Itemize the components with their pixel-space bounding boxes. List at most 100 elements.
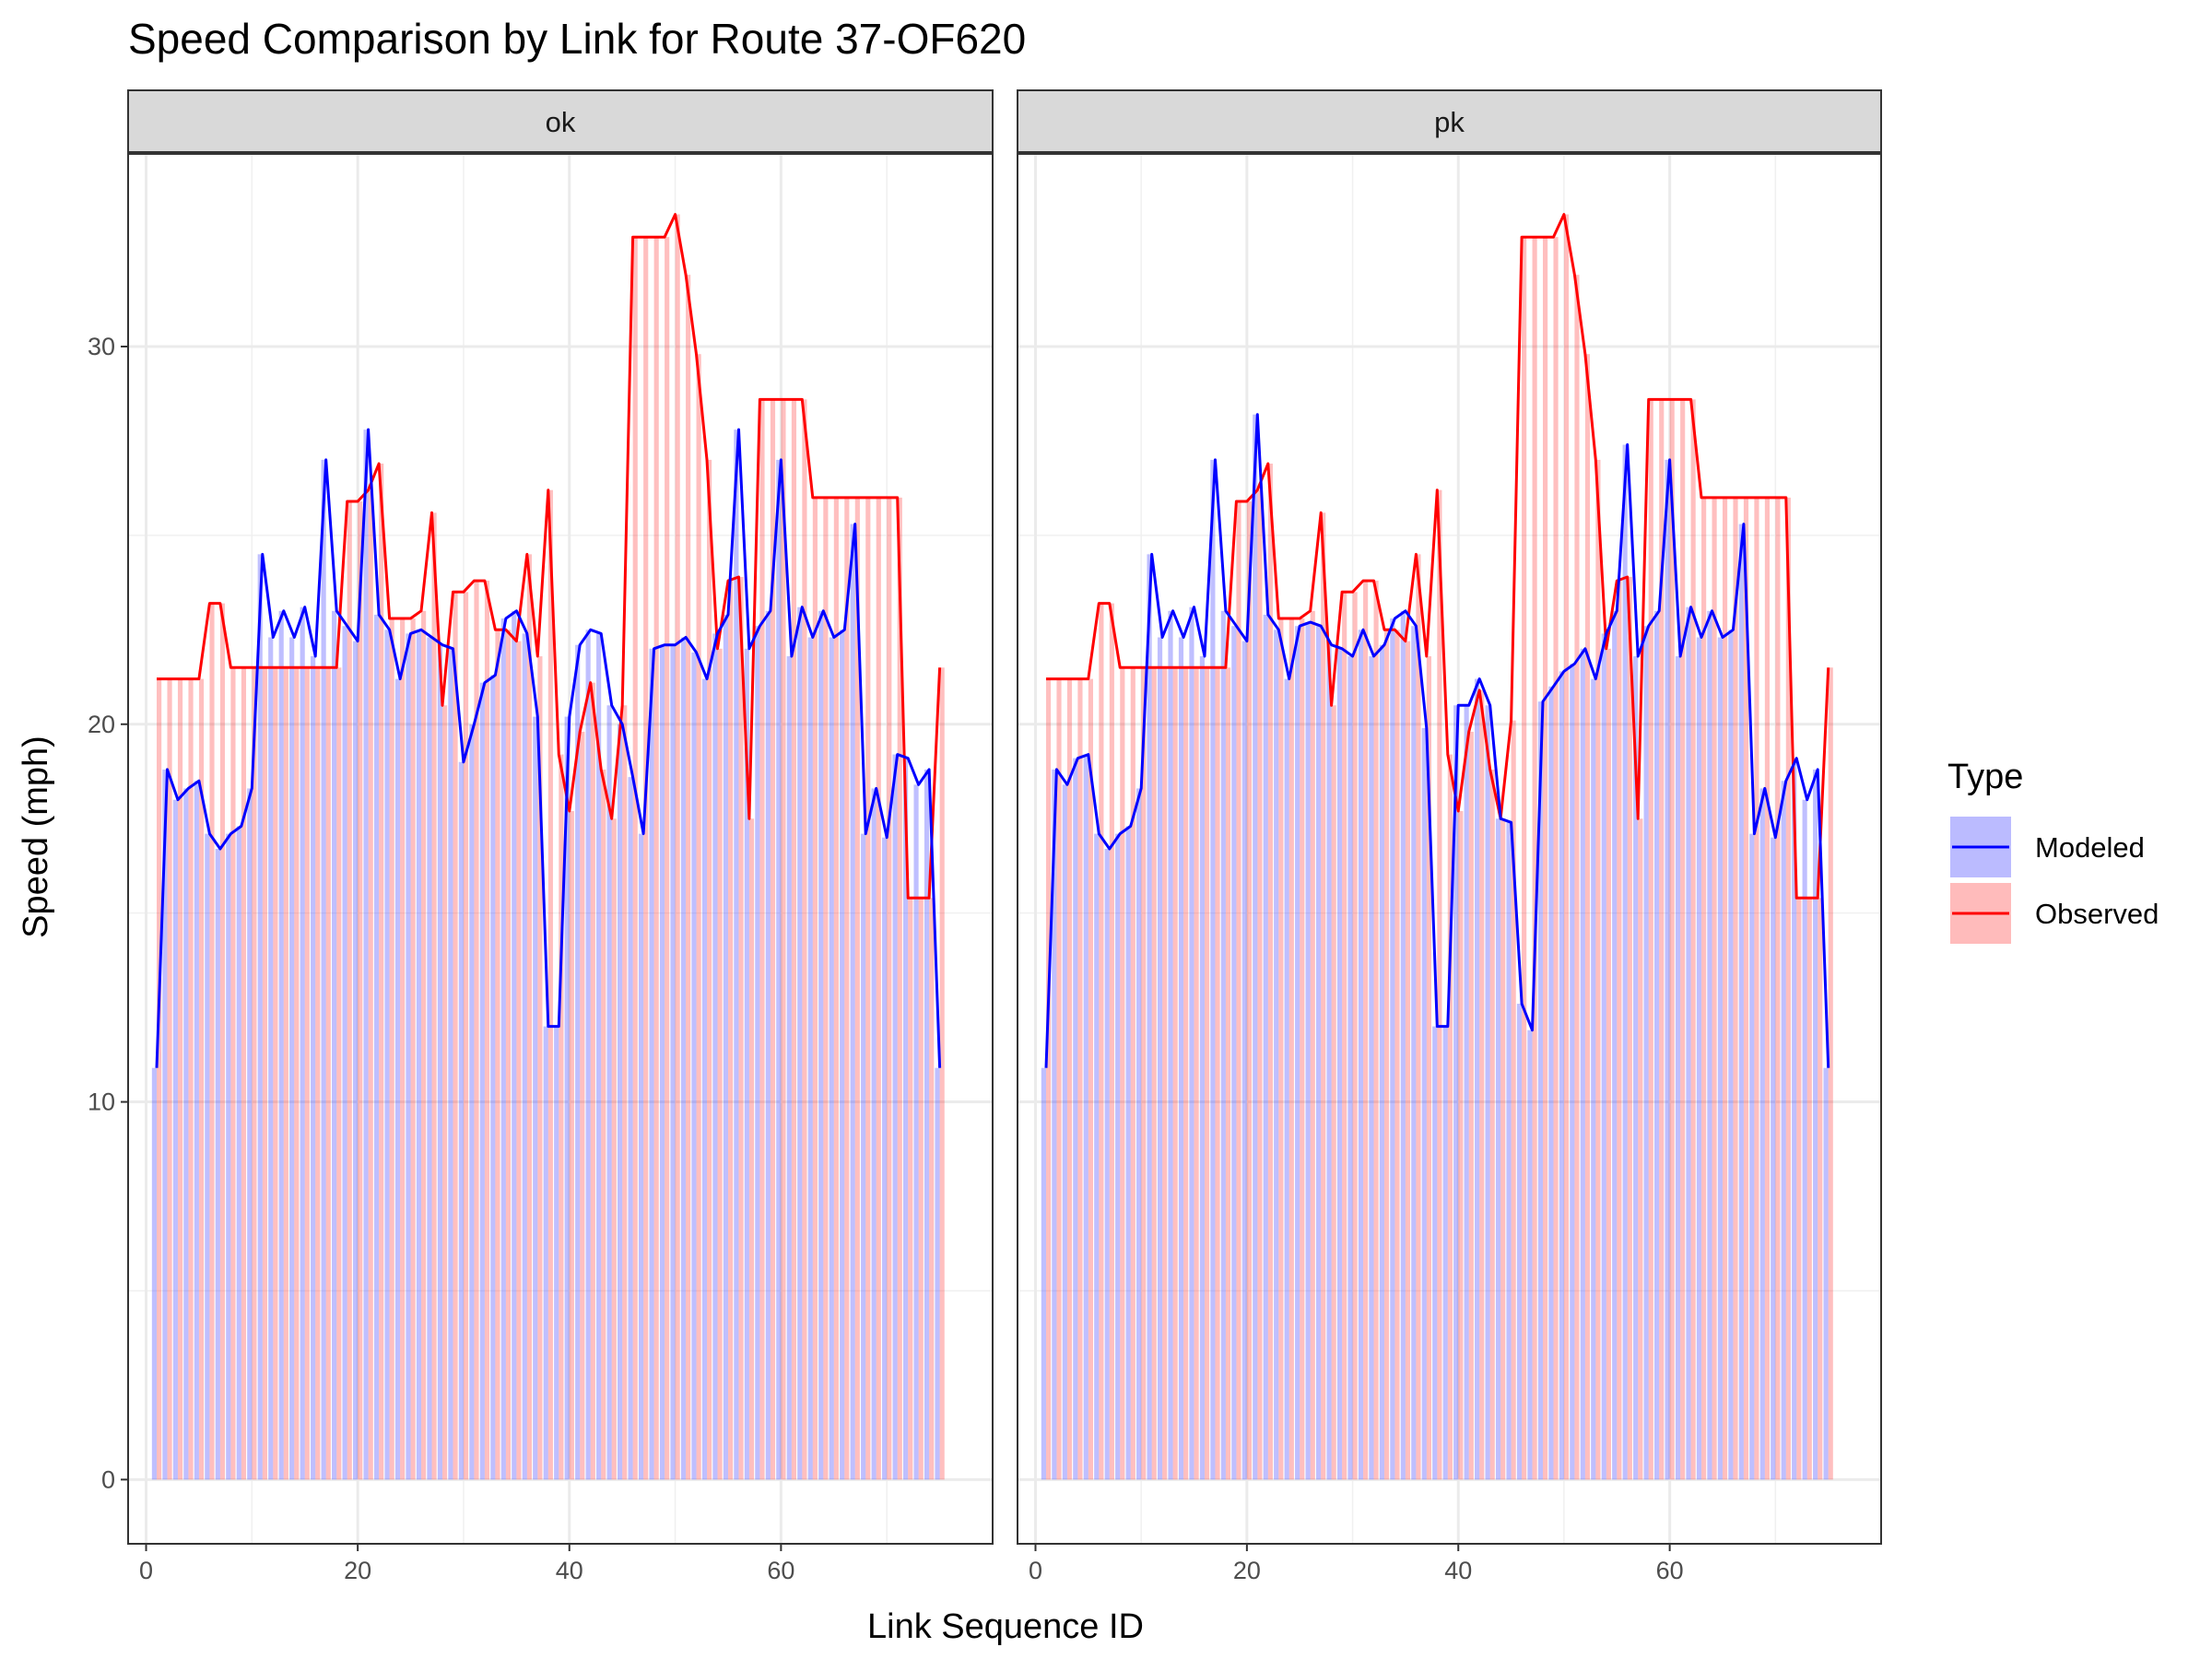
- bar-modeled: [1442, 1026, 1448, 1480]
- bar-observed: [1437, 489, 1442, 1480]
- bar-modeled: [1622, 444, 1628, 1480]
- bar-modeled: [543, 1026, 548, 1480]
- bar-modeled: [1432, 1026, 1438, 1480]
- series-line-observed: [157, 213, 942, 900]
- bar-observed: [1712, 497, 1717, 1480]
- bar-modeled: [384, 629, 390, 1480]
- bar-modeled: [1580, 648, 1585, 1480]
- bar-observed: [505, 629, 512, 1480]
- bar-observed: [1563, 214, 1570, 1480]
- bar-observed: [622, 705, 628, 1480]
- bar-modeled: [701, 678, 708, 1480]
- bar-modeled: [247, 788, 253, 1480]
- x-tick-label: 20: [344, 1557, 371, 1584]
- bar-observed: [1373, 581, 1379, 1480]
- bar-modeled: [1537, 701, 1543, 1480]
- bar-observed: [1606, 648, 1611, 1480]
- bar-modeled: [1052, 769, 1057, 1480]
- bar-observed: [252, 667, 257, 1480]
- bar-observed: [770, 399, 776, 1480]
- bar-observed: [1363, 581, 1369, 1480]
- bar-modeled: [1284, 678, 1289, 1480]
- bar-observed: [1584, 354, 1591, 1480]
- bar-observed: [1426, 656, 1432, 1480]
- bar-modeled: [1062, 784, 1067, 1480]
- bar-modeled: [1728, 629, 1734, 1480]
- facet-strip: [1017, 89, 1882, 153]
- bar-observed: [1511, 720, 1516, 1480]
- bar-modeled: [606, 705, 612, 1480]
- bar-modeled: [1400, 610, 1406, 1480]
- bar-observed: [453, 592, 458, 1480]
- bar-modeled: [1147, 554, 1152, 1480]
- bar-observed: [516, 641, 522, 1480]
- bar-observed: [230, 667, 236, 1480]
- bar-observed: [463, 592, 469, 1480]
- bar-observed: [241, 667, 247, 1480]
- bar-observed: [177, 678, 183, 1480]
- bar-observed: [198, 678, 205, 1480]
- bar-observed: [1352, 592, 1358, 1480]
- bar-observed: [1056, 678, 1062, 1480]
- bar-modeled: [913, 784, 919, 1480]
- bar-modeled: [797, 606, 803, 1480]
- bar-modeled: [479, 682, 485, 1480]
- bar-modeled: [1591, 678, 1596, 1480]
- bar-observed: [1818, 898, 1823, 1480]
- bar-observed: [1574, 275, 1580, 1480]
- bar-modeled: [850, 524, 855, 1480]
- bar-observed: [1194, 667, 1199, 1480]
- bar-modeled: [1813, 769, 1818, 1480]
- y-axis-title: Speed (mph): [17, 735, 55, 938]
- bar-modeled: [1633, 656, 1639, 1480]
- legend: Type Modeled Observed: [1947, 758, 2159, 944]
- bar-modeled: [1453, 705, 1459, 1480]
- facet-strip-label: pk: [1434, 106, 1465, 138]
- bar-modeled: [871, 788, 877, 1480]
- bar-modeled: [585, 629, 591, 1480]
- bar-modeled: [628, 777, 633, 1480]
- bar-observed: [283, 667, 288, 1480]
- bar-observed: [791, 399, 797, 1480]
- bar-modeled: [311, 656, 316, 1480]
- bar-observed: [727, 581, 734, 1480]
- bar-modeled: [1347, 656, 1353, 1480]
- bar-modeled: [1157, 637, 1163, 1480]
- bar-observed: [358, 501, 363, 1480]
- bar-modeled: [1686, 606, 1691, 1480]
- bar-observed: [1489, 769, 1495, 1480]
- bar-modeled: [427, 637, 432, 1480]
- bar-modeled: [1358, 629, 1364, 1480]
- bar-observed: [1321, 512, 1326, 1480]
- bar-modeled: [882, 837, 888, 1480]
- series-line-observed: [1046, 213, 1830, 900]
- bar-observed: [1522, 237, 1527, 1480]
- bar-modeled: [1475, 678, 1480, 1480]
- bar-observed: [865, 497, 871, 1480]
- bar-observed: [1045, 678, 1052, 1480]
- bar-modeled: [500, 618, 506, 1480]
- bar-modeled: [902, 758, 909, 1480]
- bar-observed: [1532, 237, 1537, 1480]
- bar-observed: [1066, 678, 1073, 1480]
- bar-observed: [379, 464, 384, 1480]
- bar-modeled: [840, 629, 845, 1480]
- bar-modeled: [448, 648, 453, 1480]
- bar-modeled: [215, 849, 220, 1480]
- bar-observed: [474, 581, 479, 1480]
- bar-modeled: [1485, 705, 1490, 1480]
- bar-modeled: [522, 633, 527, 1480]
- bar-modeled: [861, 833, 866, 1480]
- bar-observed: [1553, 237, 1559, 1480]
- bar-observed: [1754, 497, 1759, 1480]
- bar-observed: [918, 898, 924, 1480]
- bar-modeled: [1823, 1067, 1829, 1480]
- bar-modeled: [691, 652, 697, 1480]
- bar-observed: [1183, 667, 1189, 1480]
- bar-observed: [495, 629, 500, 1480]
- bar-observed: [717, 648, 723, 1480]
- bar-observed: [1288, 618, 1294, 1480]
- bar-observed: [389, 618, 394, 1480]
- plot-panel-background: [1018, 154, 1881, 1544]
- bar-modeled: [1315, 626, 1322, 1480]
